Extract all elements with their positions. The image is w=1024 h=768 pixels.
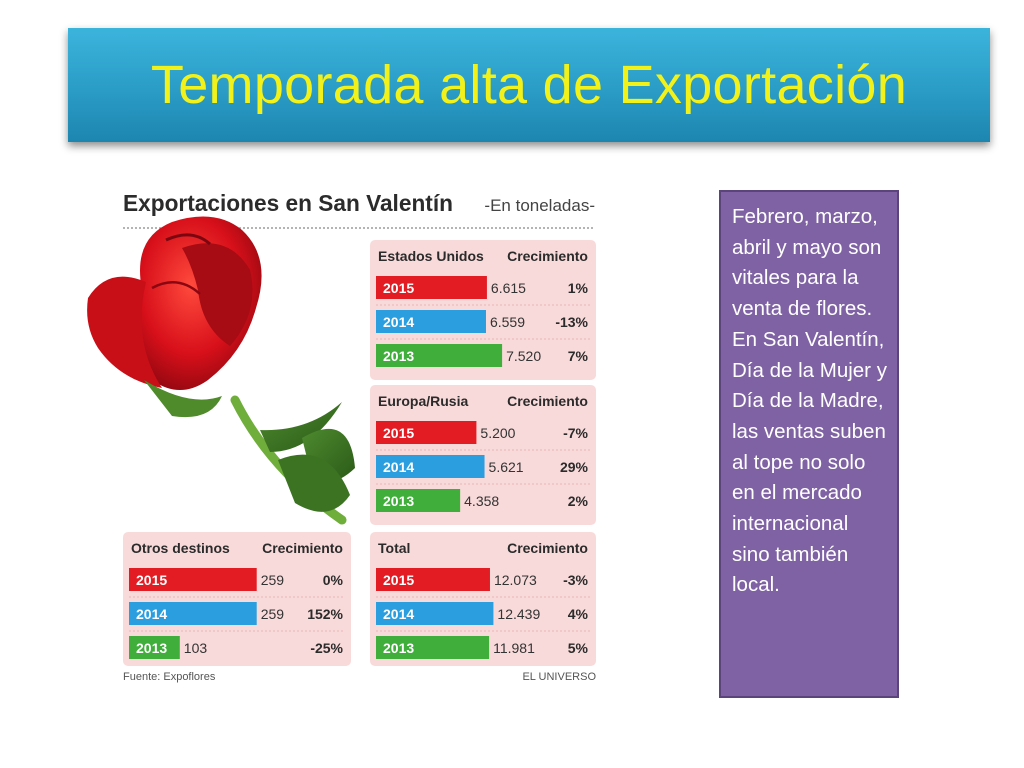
bar-2014 bbox=[376, 602, 494, 625]
bar-2013 bbox=[376, 489, 461, 512]
bar-2015 bbox=[376, 421, 477, 444]
title-banner: Temporada alta de Exportación bbox=[68, 28, 990, 142]
bar-2014 bbox=[376, 455, 485, 478]
growth-label: 7% bbox=[568, 348, 589, 364]
bar-2013 bbox=[376, 344, 503, 367]
panel-title: Total bbox=[378, 540, 410, 556]
growth-label: 29% bbox=[560, 459, 589, 475]
value-label: 5.200 bbox=[480, 425, 515, 441]
panel-3: Total Crecimiento 2015 12.073 -3% 2014 12.439 4… bbox=[370, 532, 596, 666]
info-textbox: Febrero, marzo, abril y mayo son vitales… bbox=[719, 190, 899, 698]
value-label: 6.615 bbox=[491, 280, 526, 296]
panel-title: Otros destinos bbox=[131, 540, 230, 556]
growth-header: Crecimiento bbox=[262, 540, 343, 556]
year-label: 2013 bbox=[383, 640, 414, 656]
year-label: 2015 bbox=[136, 572, 167, 588]
panel-bg bbox=[123, 532, 351, 666]
value-label: 12.073 bbox=[494, 572, 537, 588]
value-label: 4.358 bbox=[464, 493, 499, 509]
growth-label: 2% bbox=[568, 493, 589, 509]
infographic-title: Exportaciones en San Valentín bbox=[123, 190, 453, 216]
growth-label: 0% bbox=[323, 572, 344, 588]
growth-label: 4% bbox=[568, 606, 589, 622]
bar-2014 bbox=[129, 602, 257, 625]
growth-label: 1% bbox=[568, 280, 589, 296]
source-label: Fuente: Expoflores bbox=[123, 671, 216, 683]
slide-title: Temporada alta de Exportación bbox=[150, 55, 908, 115]
year-label: 2015 bbox=[383, 572, 414, 588]
value-label: 6.559 bbox=[490, 314, 525, 330]
growth-label: 5% bbox=[568, 640, 589, 656]
year-label: 2014 bbox=[383, 314, 414, 330]
growth-header: Crecimiento bbox=[507, 248, 588, 264]
bar-2015 bbox=[376, 276, 487, 299]
bar-2013 bbox=[376, 636, 490, 659]
year-label: 2015 bbox=[383, 280, 414, 296]
panel-title: Europa/Rusia bbox=[378, 393, 468, 409]
value-label: 259 bbox=[261, 606, 285, 622]
rose-illustration bbox=[87, 216, 355, 525]
value-label: 5.621 bbox=[489, 459, 524, 475]
growth-header: Crecimiento bbox=[507, 540, 588, 556]
year-label: 2014 bbox=[383, 459, 414, 475]
info-text: Febrero, marzo, abril y mayo son vitales… bbox=[732, 205, 887, 597]
year-label: 2014 bbox=[136, 606, 167, 622]
growth-label: -25% bbox=[310, 640, 343, 656]
year-label: 2013 bbox=[136, 640, 167, 656]
value-label: 7.520 bbox=[506, 348, 541, 364]
growth-label: -13% bbox=[555, 314, 588, 330]
panel-1: Europa/Rusia Crecimiento 2015 5.200 -7% 2014 5… bbox=[370, 385, 596, 525]
value-label: 11.981 bbox=[493, 640, 535, 656]
growth-header: Crecimiento bbox=[507, 393, 588, 409]
growth-label: -3% bbox=[563, 572, 588, 588]
panel-title: Estados Unidos bbox=[378, 248, 484, 264]
year-label: 2013 bbox=[383, 348, 414, 364]
infographic-subtitle: -En toneladas- bbox=[484, 196, 595, 215]
value-label: 103 bbox=[184, 640, 208, 656]
credit-label: EL UNIVERSO bbox=[522, 671, 596, 683]
value-label: 12.439 bbox=[497, 606, 540, 622]
exports-infographic: Exportaciones en San Valentín -En tonela… bbox=[87, 190, 596, 683]
growth-label: 152% bbox=[307, 606, 343, 622]
bar-2014 bbox=[376, 310, 486, 333]
year-label: 2015 bbox=[383, 425, 414, 441]
growth-label: -7% bbox=[563, 425, 588, 441]
panel-0: Estados Unidos Crecimiento 2015 6.615 1% 2014… bbox=[370, 240, 596, 380]
year-label: 2013 bbox=[383, 493, 414, 509]
bar-2015 bbox=[376, 568, 490, 591]
year-label: 2014 bbox=[383, 606, 414, 622]
panel-2: Otros destinos Crecimiento 2015 259 0% 2014 25… bbox=[123, 532, 351, 666]
panel-bg bbox=[370, 532, 596, 666]
value-label: 259 bbox=[261, 572, 285, 588]
bar-2013 bbox=[129, 636, 180, 659]
bar-2015 bbox=[129, 568, 257, 591]
